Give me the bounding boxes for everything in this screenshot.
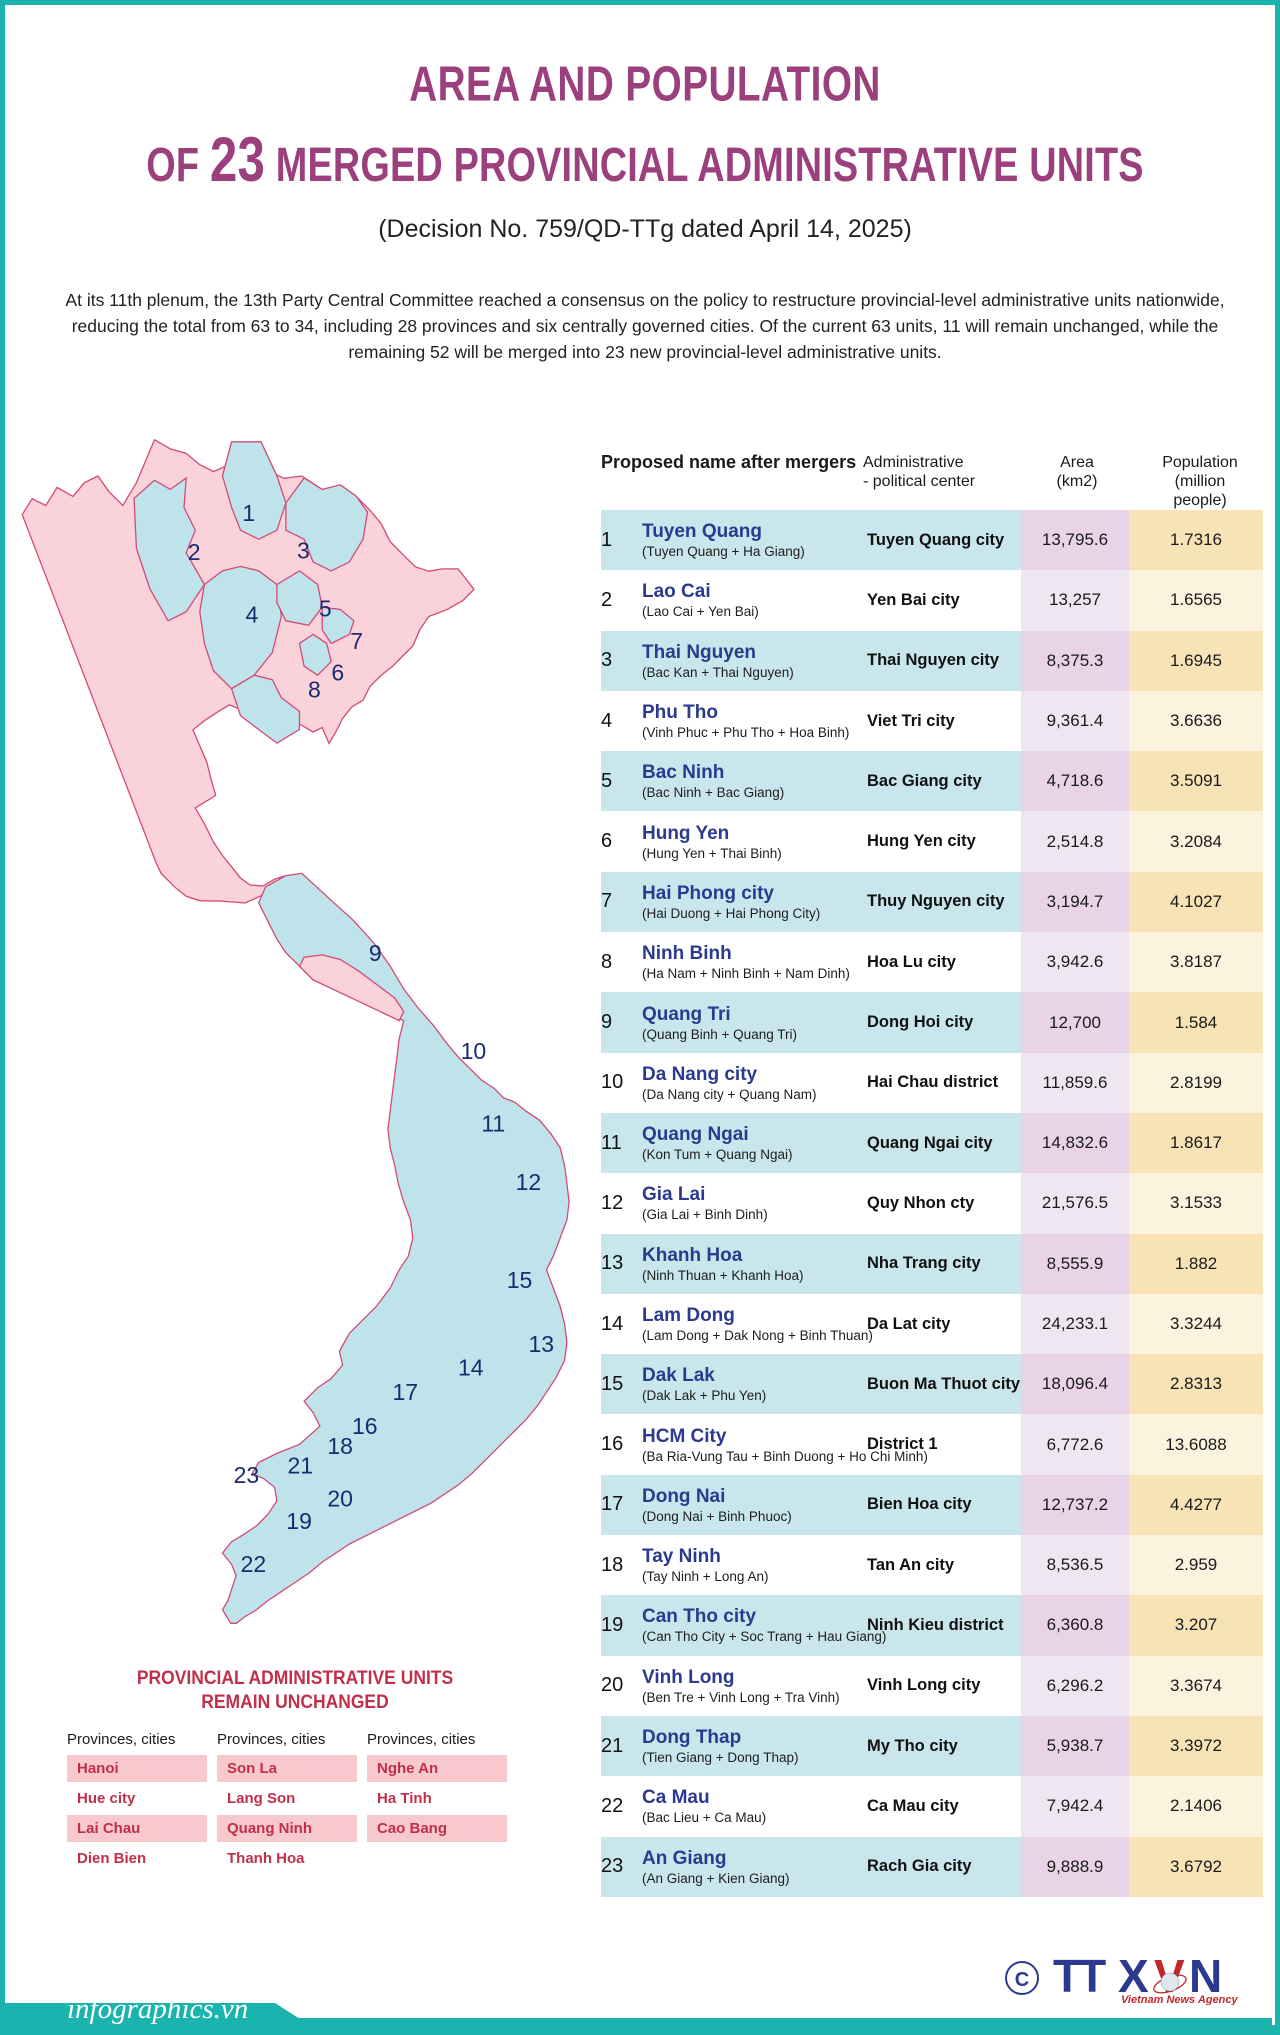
svg-text:20: 20 xyxy=(327,1486,353,1512)
svg-text:C: C xyxy=(1015,1969,1029,1991)
svg-text:21: 21 xyxy=(288,1453,314,1479)
svg-text:4: 4 xyxy=(246,602,259,628)
svg-text:16: 16 xyxy=(352,1413,378,1439)
svg-text:10: 10 xyxy=(461,1038,487,1064)
svg-text:22: 22 xyxy=(241,1551,267,1577)
svg-text:Vietnam News Agency: Vietnam News Agency xyxy=(1121,1994,1238,2005)
svg-text:1: 1 xyxy=(242,500,255,526)
svg-text:12: 12 xyxy=(516,1169,542,1195)
svg-text:23: 23 xyxy=(234,1462,260,1488)
svg-text:8: 8 xyxy=(308,677,321,703)
svg-text:11: 11 xyxy=(481,1111,505,1137)
svg-text:13: 13 xyxy=(529,1331,555,1357)
svg-text:14: 14 xyxy=(458,1354,484,1380)
svg-text:17: 17 xyxy=(393,1379,419,1405)
svg-text:3: 3 xyxy=(297,538,310,564)
svg-text:18: 18 xyxy=(327,1433,353,1459)
svg-text:TT: TT xyxy=(1053,1953,1106,2002)
svg-text:19: 19 xyxy=(286,1508,312,1534)
svg-text:7: 7 xyxy=(350,628,363,654)
svg-text:15: 15 xyxy=(507,1267,533,1293)
svg-text:6: 6 xyxy=(331,659,344,685)
svg-text:5: 5 xyxy=(319,595,332,621)
svg-text:2: 2 xyxy=(188,539,201,565)
svg-text:9: 9 xyxy=(369,940,382,966)
